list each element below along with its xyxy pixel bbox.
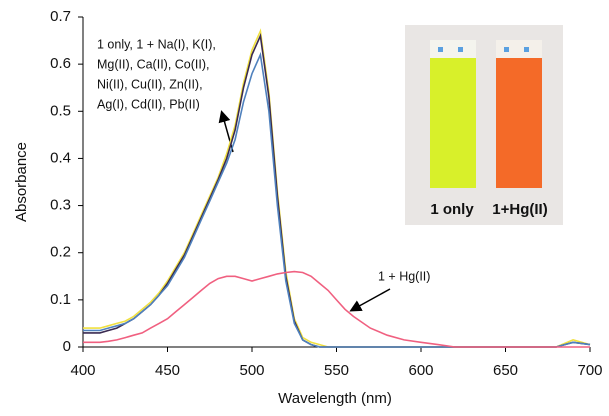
x-tick-label: 550 bbox=[324, 362, 349, 379]
annotation: Ag(I), Cd(II), Pb(II) bbox=[97, 97, 200, 111]
x-tick-label: 400 bbox=[70, 362, 95, 379]
x-tick-label: 600 bbox=[408, 362, 433, 379]
vial-yellow bbox=[430, 58, 476, 188]
annotation: 1 only, 1 + Na(I), K(I), bbox=[97, 37, 216, 51]
inset-photo: 1 only 1+Hg(II) bbox=[405, 25, 563, 225]
y-tick-label: 0.5 bbox=[50, 102, 71, 119]
vial-orange bbox=[496, 58, 542, 188]
x-tick-label: 500 bbox=[239, 362, 264, 379]
annotation: Ni(II), Cu(II), Zn(II), bbox=[97, 77, 203, 91]
y-tick-label: 0.7 bbox=[50, 8, 71, 25]
annotation: Mg(II), Ca(II), Co(II), bbox=[97, 57, 210, 71]
y-tick-label: 0.4 bbox=[50, 149, 71, 166]
x-axis-label: Wavelength (nm) bbox=[278, 390, 392, 407]
y-tick-label: 0.3 bbox=[50, 197, 71, 214]
y-tick-label: 0.6 bbox=[50, 55, 71, 72]
arrow bbox=[349, 288, 391, 312]
y-tick-label: 0 bbox=[63, 338, 71, 355]
annotation: 1 + Hg(II) bbox=[378, 269, 430, 283]
y-tick-label: 0.1 bbox=[50, 291, 71, 308]
arrow bbox=[218, 110, 234, 153]
y-tick-label: 0.2 bbox=[50, 244, 71, 261]
x-tick-label: 650 bbox=[493, 362, 518, 379]
x-tick-label: 450 bbox=[155, 362, 180, 379]
x-tick-label: 700 bbox=[577, 362, 602, 379]
y-axis-label: Absorbance bbox=[13, 142, 30, 222]
spectrum-line bbox=[83, 270, 590, 348]
inset-label: 1+Hg(II) bbox=[492, 201, 547, 218]
inset-label: 1 only bbox=[430, 201, 474, 218]
